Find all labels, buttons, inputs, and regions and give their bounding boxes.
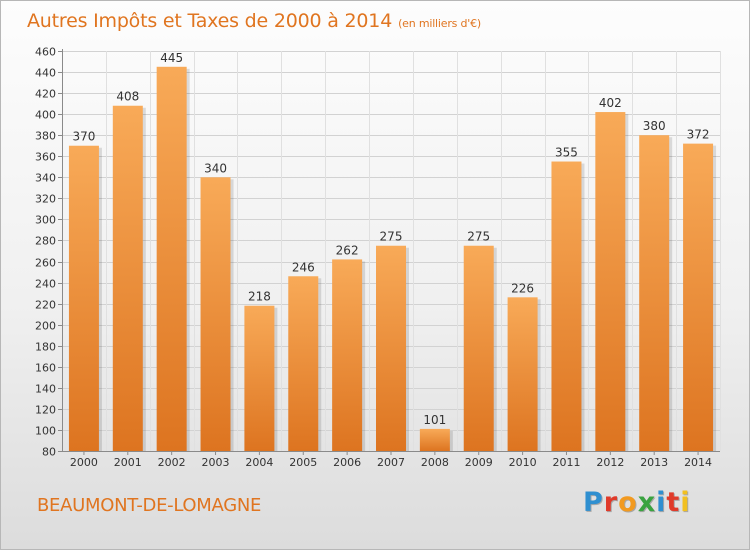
x-tick-label: 2014: [684, 456, 712, 469]
logo-letter: o: [618, 487, 638, 518]
data-label: 408: [116, 90, 139, 104]
y-tick-label: 400: [35, 109, 56, 122]
data-label: 370: [72, 130, 95, 144]
x-tick-label: 2005: [289, 456, 317, 469]
data-label: 262: [336, 243, 359, 257]
x-tick-label: 2006: [333, 456, 361, 469]
x-tick-label: 2012: [596, 456, 624, 469]
data-label: 101: [423, 413, 446, 427]
bar: [200, 177, 231, 451]
bar: [244, 305, 275, 451]
x-tick-label: 2007: [377, 456, 405, 469]
logo-letter: x: [637, 487, 657, 518]
x-tick-label: 2013: [640, 456, 668, 469]
x-tick-label: 2001: [114, 456, 142, 469]
bar: [507, 297, 538, 451]
x-tick-label: 2002: [158, 456, 186, 469]
y-tick-label: 280: [35, 235, 56, 248]
bar: [419, 428, 450, 451]
bar: [551, 161, 582, 452]
x-tick-label: 2011: [552, 456, 580, 469]
logo-letter: P: [583, 487, 604, 518]
y-tick-label: 440: [35, 67, 56, 80]
data-label: 275: [380, 230, 403, 244]
proxiti-logo: Proxiti: [583, 487, 693, 527]
bar: [332, 259, 363, 451]
bar: [639, 135, 670, 452]
y-tick-label: 140: [35, 383, 56, 396]
data-label: 226: [511, 281, 534, 295]
bar: [288, 276, 319, 451]
data-label: 380: [643, 119, 666, 133]
x-tick-label: 2010: [509, 456, 537, 469]
logo-letter: t: [666, 487, 681, 518]
y-tick-label: 80: [42, 446, 56, 459]
y-tick-label: 340: [35, 172, 56, 185]
y-tick-label: 320: [35, 193, 56, 206]
y-tick-label: 200: [35, 320, 56, 333]
y-tick-label: 220: [35, 299, 56, 312]
y-tick-label: 100: [35, 425, 56, 438]
y-tick-label: 380: [35, 130, 56, 143]
data-label: 402: [599, 96, 622, 110]
y-tick-label: 460: [35, 46, 56, 59]
axes: 80 100 120 140 160 180 200 220 240 260 280 300 320 34…: [35, 46, 720, 469]
y-tick-label: 260: [35, 257, 56, 270]
data-label: 275: [467, 230, 490, 244]
x-tick-label: 2008: [421, 456, 449, 469]
data-label: 340: [204, 161, 227, 175]
x-tick-label: 2003: [202, 456, 230, 469]
bars: [68, 66, 717, 452]
bar: [68, 145, 99, 451]
bar: [683, 143, 714, 451]
x-tick-label: 2000: [70, 456, 98, 469]
y-tick-label: 360: [35, 151, 56, 164]
bar: [595, 112, 626, 451]
y-tick-label: 300: [35, 214, 56, 227]
data-label: 372: [687, 128, 710, 142]
location-name: BEAUMONT-DE-LOMAGNE: [37, 495, 262, 516]
data-label: 218: [248, 290, 271, 304]
chart-subtitle: (en milliers d'€): [398, 17, 481, 30]
bar: [156, 66, 187, 451]
logo-letter: i: [680, 487, 691, 518]
y-tick-label: 420: [35, 88, 56, 101]
data-label: 246: [292, 260, 315, 274]
data-label: 355: [555, 146, 578, 160]
logo-letter: i: [656, 487, 667, 518]
y-tick-label: 180: [35, 341, 56, 354]
x-tick-label: 2004: [245, 456, 273, 469]
x-tick-label: 2009: [465, 456, 493, 469]
labels: 370 408 445 340 218 246 262 275 101 275 226 355 402 3…: [72, 51, 709, 427]
bar: [112, 105, 143, 451]
y-tick-label: 160: [35, 362, 56, 375]
chart-title-text: Autres Impôts et Taxes de 2000 à 2014: [27, 10, 393, 32]
logo-letter: r: [603, 487, 619, 518]
data-label: 445: [160, 51, 183, 65]
y-tick-label: 240: [35, 278, 56, 291]
y-tick-label: 120: [35, 404, 56, 417]
chart-title: Autres Impôts et Taxes de 2000 à 2014 (en…: [27, 10, 481, 32]
bar: [376, 245, 406, 451]
bar: [463, 245, 494, 451]
